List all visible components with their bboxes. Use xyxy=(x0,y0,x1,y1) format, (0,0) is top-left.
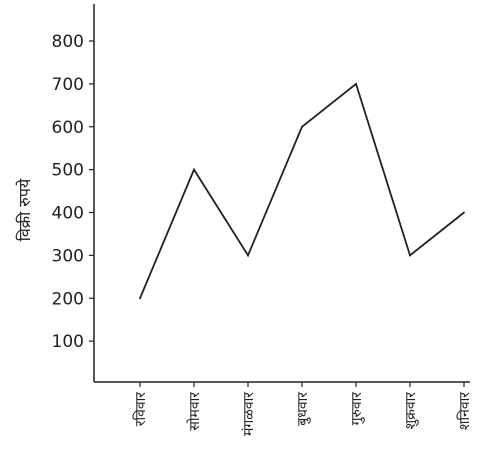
x-tick-label: शनिवार xyxy=(456,392,473,430)
y-tick-label: 400 xyxy=(52,204,84,224)
data-point xyxy=(139,297,141,300)
y-tick-label: 200 xyxy=(52,289,84,309)
x-tick-label: शुक्रवार xyxy=(403,392,419,430)
data-point xyxy=(463,211,465,214)
y-tick-label: 500 xyxy=(52,161,84,181)
x-tick-label: गुरुवार xyxy=(349,392,365,426)
data-point xyxy=(193,168,195,171)
y-tick-label: 300 xyxy=(52,246,84,266)
y-tick-label: 100 xyxy=(52,332,84,352)
data-point xyxy=(301,125,303,128)
y-tick-label: 700 xyxy=(52,75,84,95)
x-tick-label: सोमवार xyxy=(186,392,203,431)
x-axis-ticks: रविवार सोमवार मंगळवार बुधवार गुरुवार शुक्रवार… xyxy=(132,382,473,436)
series-line xyxy=(139,82,465,299)
series-layer xyxy=(139,82,465,300)
data-point xyxy=(247,254,249,257)
x-tick-label: बुधवार xyxy=(295,392,311,426)
y-tick-label: 800 xyxy=(52,32,84,52)
y-axis-ticks: 100 200 300 400 500 600 700 800 xyxy=(52,32,94,352)
data-point xyxy=(355,82,357,85)
data-point xyxy=(409,254,411,257)
y-tick-label: 600 xyxy=(52,118,84,138)
x-tick-label: मंगळवार xyxy=(241,392,257,436)
y-axis-title: विक्री रुपये xyxy=(15,178,34,241)
x-tick-label: रविवार xyxy=(132,392,149,427)
